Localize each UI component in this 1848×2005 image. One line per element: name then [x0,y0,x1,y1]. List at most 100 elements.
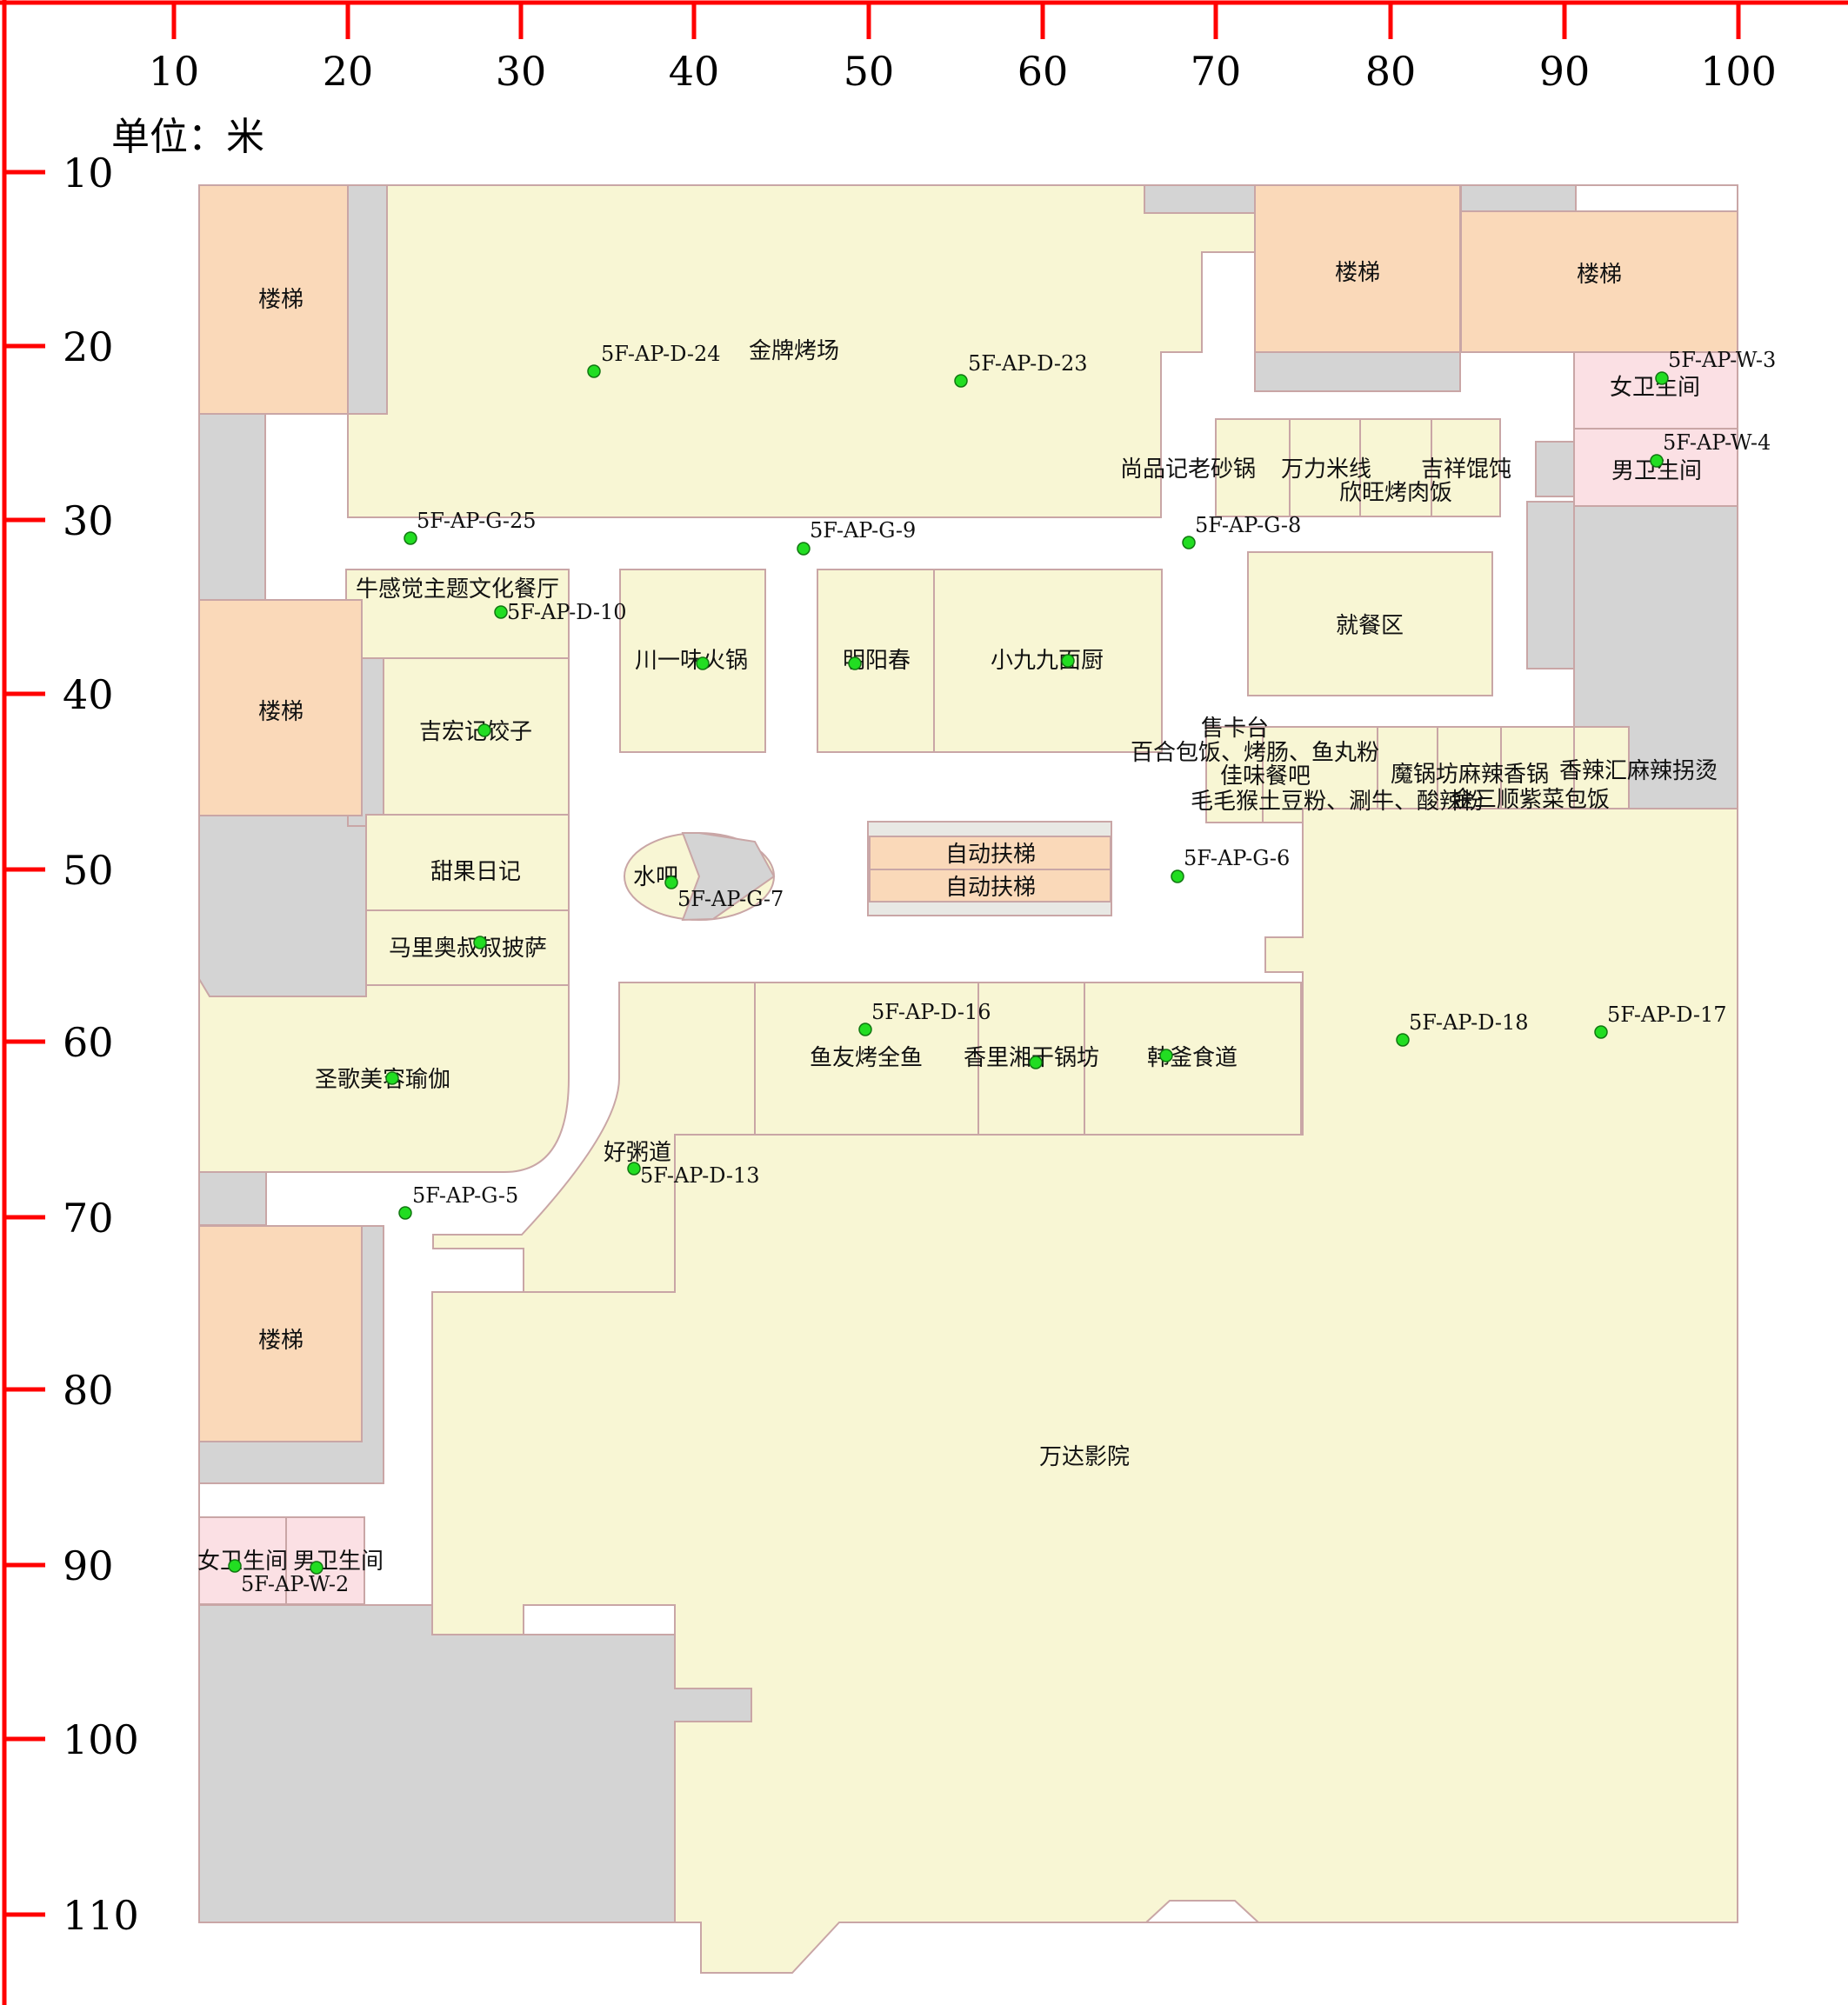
access-point-marker[interactable] [954,374,968,388]
y-tick-label: 110 [63,1892,139,1939]
shop-label: 金牌烤场 [749,338,839,364]
restroom-block [285,1516,365,1605]
restroom-label: 女卫生间 [1610,375,1700,401]
stairs-label: 楼梯 [1335,260,1380,286]
ap-label: 5F-AP-D-13 [640,1163,760,1188]
service-area [1526,501,1575,669]
access-point-marker[interactable] [1594,1025,1608,1039]
shop-block [619,569,766,753]
x-tick-label: 50 [844,48,895,95]
shop-label: 川一味火锅 [635,648,748,674]
shop-label: 金三顺紫菜包饭 [1451,787,1610,813]
access-point-marker[interactable] [1650,454,1664,468]
access-point-marker[interactable] [797,542,811,556]
access-point-marker[interactable] [664,876,678,889]
access-point-marker[interactable] [1061,654,1075,668]
service-area [1460,184,1577,212]
access-point-marker[interactable] [385,1071,399,1085]
y-tick-label: 50 [63,847,114,894]
escalator-label: 自动扶梯 [945,842,1036,868]
shop-label: 鱼友烤全鱼 [810,1045,923,1071]
y-tick-label: 80 [63,1367,114,1414]
escalator-block [869,869,1111,903]
shop-block [345,569,570,659]
shop-label: 吉祥馄饨 [1421,456,1511,483]
shop-block [1359,418,1432,517]
ap-label: 5F-AP-D-10 [507,600,627,624]
service-area [1254,351,1461,392]
y-tick-label: 70 [63,1195,114,1242]
shop-block [365,909,570,986]
access-point-marker[interactable] [494,605,508,619]
shop-block [1289,418,1361,517]
access-point-marker[interactable] [477,723,491,737]
ap-label: 5F-AP-G-25 [417,509,537,533]
stair-block [1254,184,1461,353]
access-point-marker[interactable] [1171,869,1184,883]
access-point-marker[interactable] [1159,1049,1173,1062]
service-area [198,1170,267,1226]
y-tick-label: 10 [63,150,114,197]
ap-label: 5F-AP-D-17 [1607,1002,1727,1027]
service-area [198,413,266,601]
stair-block [198,1225,363,1442]
shop-block [1247,551,1493,696]
access-point-marker[interactable] [1655,371,1669,385]
x-tick-label: 70 [1191,48,1242,95]
x-tick-label: 10 [149,48,200,95]
shop-block [1262,726,1378,823]
unit-label: 单位：米 [111,115,264,159]
y-tick-label: 40 [63,671,114,718]
access-point-marker[interactable] [310,1561,324,1575]
ap-label: 5F-AP-D-24 [601,342,721,366]
service-area [1535,441,1576,497]
access-point-marker[interactable] [404,531,417,545]
access-point-marker[interactable] [398,1206,412,1220]
access-point-marker[interactable] [696,656,710,670]
ap-label: 5F-AP-W-2 [241,1572,349,1596]
shop-label: 魔锅坊麻辣香锅 [1391,762,1549,788]
access-point-marker[interactable] [1029,1056,1043,1069]
ap-label: 5F-AP-D-18 [1409,1010,1529,1035]
shop-block [1573,726,1630,809]
shop-label: 尚品记老砂锅 [1120,456,1256,483]
x-tick-label: 100 [1700,48,1777,95]
restroom-label: 女卫生间 [197,1549,288,1575]
shop-label: 牛感觉主题文化餐厅 [356,576,559,603]
escalator-block [869,836,1111,870]
access-point-marker[interactable] [473,936,487,949]
service-area [198,1604,752,1923]
shop-label: 小九九面厨 [991,648,1104,674]
access-point-marker[interactable] [858,1022,872,1036]
service-area [198,815,384,997]
shop-label: 毛毛猴土豆粉、涮牛、酸辣粉 [1191,789,1484,815]
left-axis-labels: 10 20 30 40 50 60 70 80 90 100 110 [63,150,139,1939]
access-point-marker[interactable] [228,1559,242,1573]
shop-label: 就餐区 [1336,613,1404,639]
shop-block [1215,418,1291,517]
access-point-marker[interactable] [1396,1033,1410,1047]
access-point-marker[interactable] [1182,536,1196,550]
y-tick-label: 20 [63,323,114,370]
room-labels: 楼梯 楼梯 楼梯 楼梯 楼梯 金牌烤场 尚品记老砂锅 万力米线 吉祥馄饨 欣旺烤… [197,260,1718,1575]
shop-label: 香辣汇麻辣拐烫 [1559,758,1718,784]
y-tick-label: 30 [63,497,114,544]
shop-label: 万力米线 [1281,456,1371,483]
access-point-marker[interactable] [848,656,862,670]
ap-label: 5F-AP-G-9 [810,518,916,543]
y-tick-label: 100 [63,1716,139,1763]
stair-block [1460,210,1738,353]
shop-block [198,976,570,1173]
x-tick-label: 40 [669,48,720,95]
x-tick-label: 60 [1017,48,1069,95]
stairs-label: 楼梯 [258,699,304,725]
access-point-marker[interactable] [587,364,601,378]
ap-label: 5F-AP-G-7 [677,887,784,911]
access-point-marker[interactable] [627,1162,641,1176]
stairs-label: 楼梯 [258,1328,304,1354]
ap-label: 5F-AP-D-16 [871,1000,991,1024]
stairs-label: 楼梯 [258,287,304,313]
water-bar-divider [681,832,776,922]
x-tick-label: 80 [1365,48,1417,95]
